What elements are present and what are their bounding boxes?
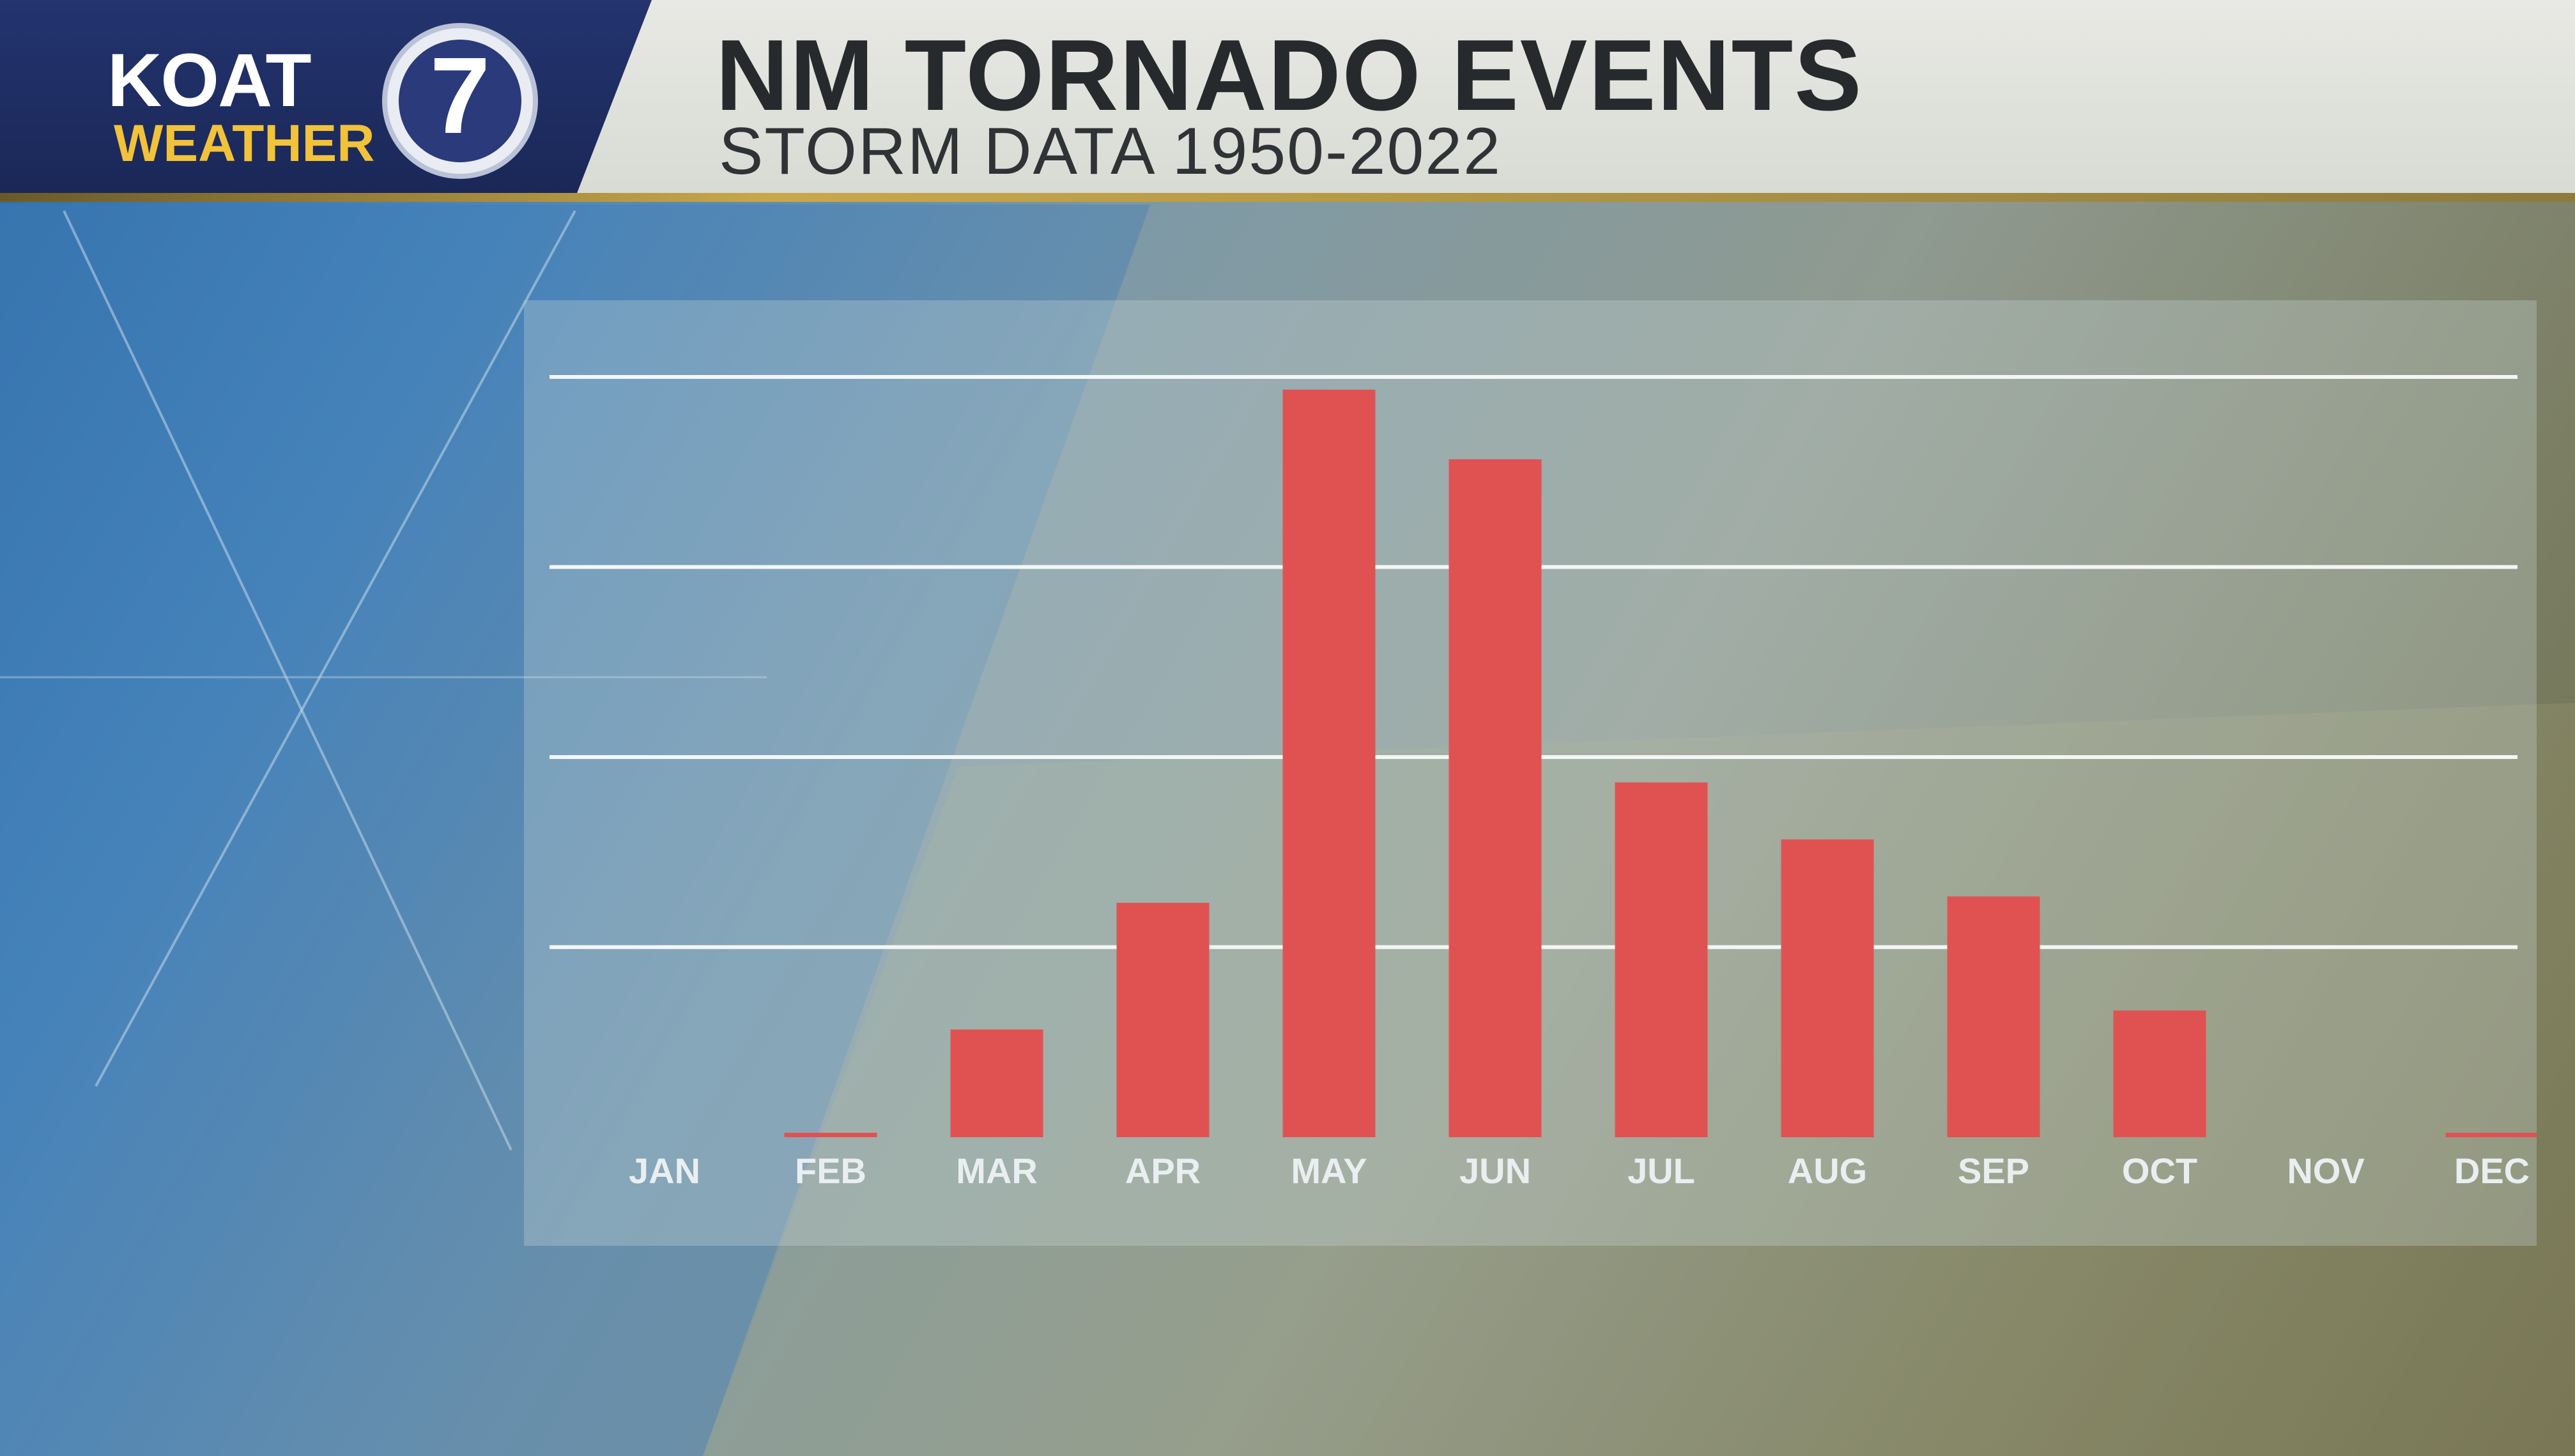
x-tick-label-jun: JUN [1459,1151,1531,1191]
x-tick-label-may: MAY [1291,1151,1367,1191]
bar-apr [1116,903,1210,1137]
x-tick-label-sep: SEP [1958,1151,2029,1191]
bar-jun [1449,459,1542,1137]
bar-aug [1781,839,1874,1137]
bar-oct [2113,1010,2206,1137]
page-title: NM TORNADO EVENTS [716,19,1863,132]
x-tick-label-aug: AUG [1788,1151,1867,1191]
x-tick-label-jan: JAN [629,1151,700,1191]
x-tick-label-oct: OCT [2122,1151,2197,1191]
bar-may [1282,389,1376,1138]
x-tick-label-mar: MAR [956,1151,1038,1191]
brand-name: KOAT [107,38,312,123]
bar-mar [950,1029,1043,1137]
header-bar: KOAT WEATHER 7 NM TORNADO EVENTS STORM D… [0,0,2575,202]
x-tick-label-dec: DEC [2454,1151,2530,1191]
channel-7-logo-icon: 7 [382,23,538,179]
bar-dec [2445,1133,2537,1137]
chart-panel: JAN FEB MAR APR MAY JUN JUL AUG SEP OCT NOV DEC [524,300,2537,1246]
bar-chart: JAN FEB MAR APR MAY JUN JUL AUG SEP OCT NOV DEC [550,375,2537,1191]
header-divider [0,193,2575,202]
bar-sep [1947,896,2040,1137]
x-tick-label-jul: JUL [1627,1151,1695,1191]
page-subtitle: STORM DATA 1950-2022 [719,114,1502,188]
bar-feb [784,1133,877,1137]
logo-block [0,0,652,198]
x-tick-label-feb: FEB [795,1151,866,1191]
channel-number: 7 [430,35,491,157]
x-tick-label-nov: NOV [2287,1151,2364,1191]
x-tick-label-apr: APR [1125,1151,1201,1191]
bar-jul [1615,782,1708,1137]
brand-sub: WEATHER [114,114,375,172]
